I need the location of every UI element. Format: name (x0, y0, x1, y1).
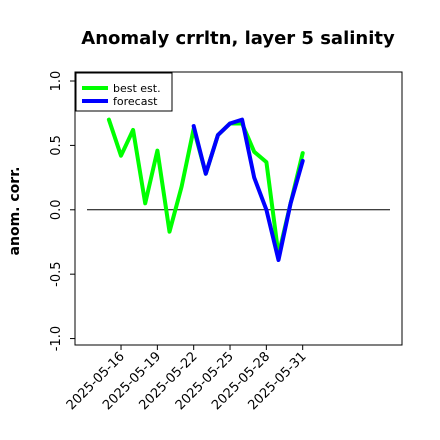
y-tick-label: -1.0 (49, 326, 64, 351)
y-tick-label: 0.0 (49, 199, 64, 220)
legend: best est. forecast (75, 72, 173, 112)
legend-label-forecast: forecast (113, 95, 158, 108)
legend-label-best-est: best est. (113, 82, 161, 95)
x-axis: 2025-05-162025-05-192025-05-222025-05-25… (64, 345, 310, 413)
series-line-forecast (191, 117, 305, 262)
y-axis: -1.0 -0.5 0.0 0.5 1.0 (49, 71, 75, 351)
y-tick-label: 1.0 (49, 71, 64, 92)
plot-frame (74, 71, 403, 346)
legend-box (75, 72, 173, 112)
series-layer (106, 117, 305, 262)
y-axis-label: anom. corr. (7, 167, 23, 256)
y-tick-label: 0.5 (49, 135, 64, 156)
y-tick-label: -0.5 (49, 261, 64, 286)
chart-title: Anomaly crrltn, layer 5 salinity (81, 28, 395, 49)
